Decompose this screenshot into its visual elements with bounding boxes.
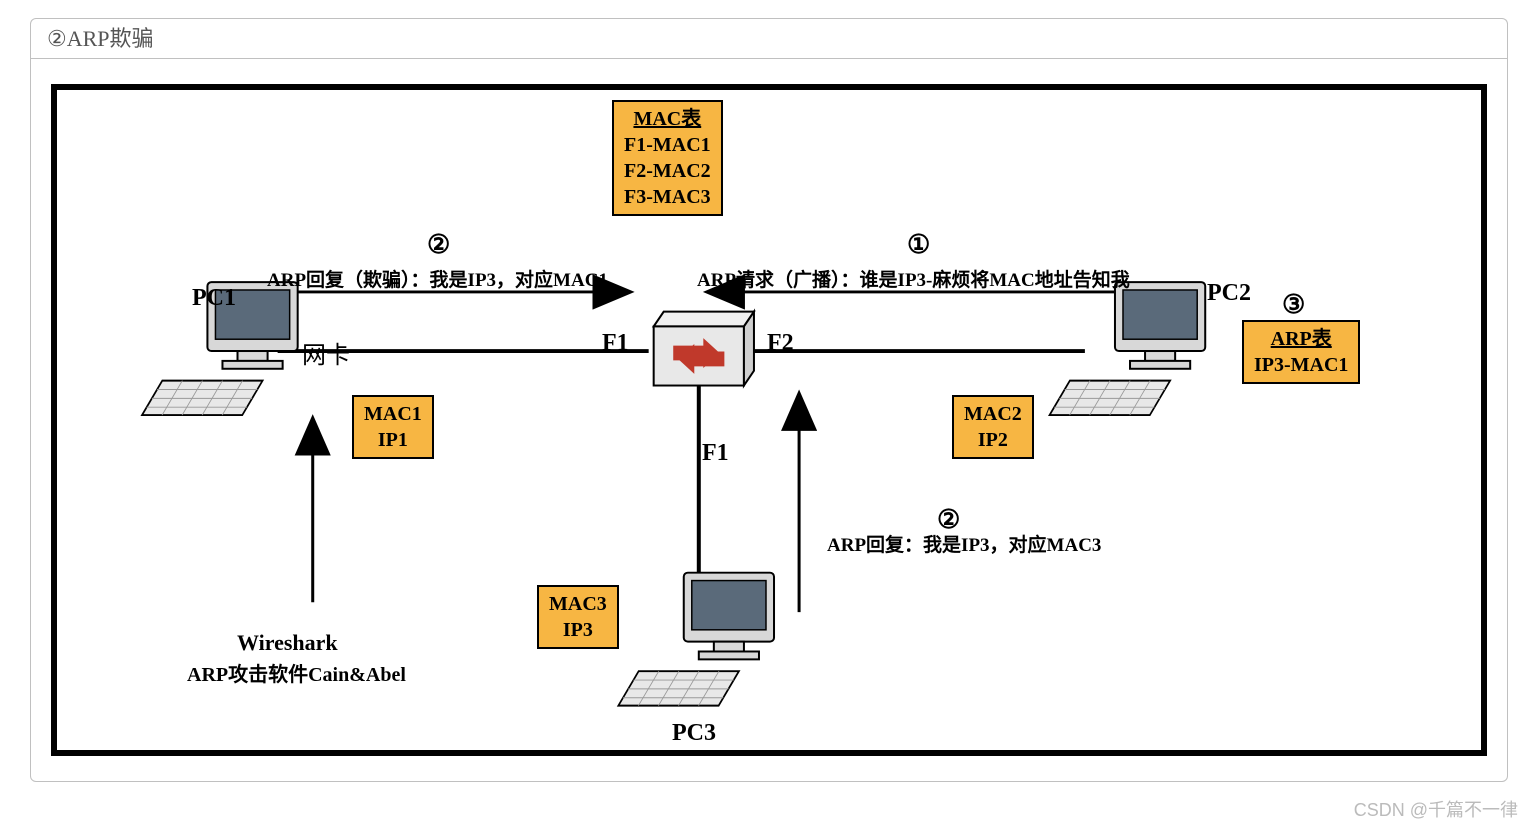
pc3-label: PC3 (672, 720, 716, 747)
mac-table-title: MAC表 (624, 106, 711, 132)
step2a-marker: ② (427, 230, 450, 260)
arp-spoof-text: ARP回复（欺骗）：我是IP3，对应MAC1 (267, 265, 608, 292)
mac2-box: MAC2 IP2 (952, 395, 1034, 459)
f1-left-label: F1 (602, 330, 629, 357)
f1-bottom-label: F1 (702, 440, 729, 467)
mac1-line1: MAC1 (364, 401, 422, 427)
mac3-line2: IP3 (549, 617, 607, 643)
mac1-line2: IP1 (364, 427, 422, 453)
mac3-box: MAC3 IP3 (537, 585, 619, 649)
page: ②ARP欺骗 (0, 0, 1538, 832)
mac-table-line3: F3-MAC3 (624, 184, 711, 210)
arp-real-reply-text: ARP回复：我是IP3，对应MAC3 (827, 530, 1101, 557)
mac2-line2: IP2 (964, 427, 1022, 453)
mac1-box: MAC1 IP1 (352, 395, 434, 459)
arp-request-text: ARP请求（广播）：谁是IP3-麻烦将MAC地址告知我 (697, 265, 1130, 292)
arp-table-box: ARP表 IP3-MAC1 (1242, 320, 1360, 384)
nic-label: 网卡 (302, 335, 350, 370)
step3-marker: ③ (1282, 290, 1305, 320)
switch-icon (654, 312, 754, 386)
attack-tool-label: ARP攻击软件Cain&Abel (187, 658, 406, 687)
arp-table-title: ARP表 (1254, 326, 1348, 352)
mac-table-box: MAC表 F1-MAC1 F2-MAC2 F3-MAC3 (612, 100, 723, 216)
title-bar: ②ARP欺骗 (30, 18, 1508, 59)
mac-table-line2: F2-MAC2 (624, 158, 711, 184)
wireshark-label: Wireshark (237, 630, 338, 656)
diagram-title: ②ARP欺骗 (47, 26, 154, 51)
step1-marker: ① (907, 230, 930, 260)
pc2-label: PC2 (1207, 280, 1251, 307)
pc1-label: PC1 (192, 285, 236, 312)
mac3-line1: MAC3 (549, 591, 607, 617)
inner-frame: MAC表 F1-MAC1 F2-MAC2 F3-MAC3 MAC1 IP1 MA… (51, 84, 1487, 756)
f2-right-label: F2 (767, 330, 794, 357)
mac-table-line1: F1-MAC1 (624, 132, 711, 158)
pc2-icon (1050, 282, 1206, 415)
pc3-icon (618, 573, 774, 706)
arp-table-line1: IP3-MAC1 (1254, 352, 1348, 378)
watermark: CSDN @千篇不一律 (1354, 796, 1518, 822)
mac2-line1: MAC2 (964, 401, 1022, 427)
outer-panel: MAC表 F1-MAC1 F2-MAC2 F3-MAC3 MAC1 IP1 MA… (30, 58, 1508, 782)
